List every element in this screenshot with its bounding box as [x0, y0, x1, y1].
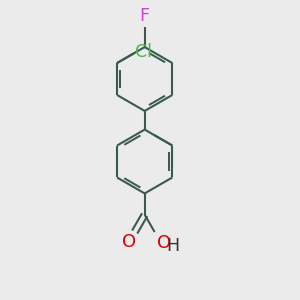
Text: F: F [140, 7, 150, 25]
Text: Cl: Cl [136, 44, 152, 62]
Text: O: O [157, 234, 171, 252]
Text: H: H [167, 237, 180, 255]
Text: O: O [122, 233, 136, 251]
